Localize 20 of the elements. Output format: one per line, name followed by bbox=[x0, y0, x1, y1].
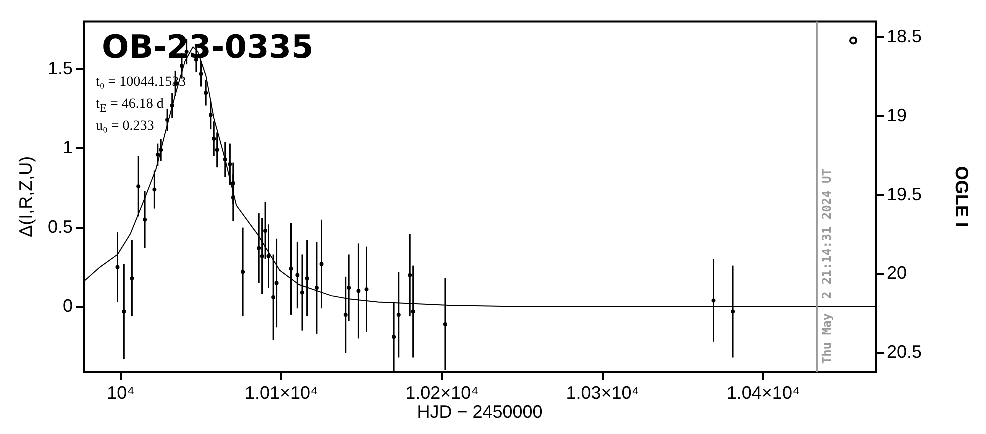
annotation: u₀ = 0.233 bbox=[96, 118, 154, 136]
x-tick-label: 1.02×10⁴ bbox=[406, 382, 479, 403]
x-tick-label: 10⁴ bbox=[107, 382, 135, 403]
y2-tick-label: 20 bbox=[887, 263, 908, 284]
y-axis-title: Δ(I,R,Z,U) bbox=[16, 156, 36, 238]
y-tick-label: 1 bbox=[62, 138, 73, 158]
y-tick-label: 0 bbox=[62, 296, 73, 316]
x-tick-label: 1.03×10⁴ bbox=[566, 382, 640, 403]
x-tick-label: 1.01×10⁴ bbox=[244, 382, 318, 403]
y2-tick-label: 19.5 bbox=[887, 184, 922, 204]
y-tick-label: 1.5 bbox=[48, 58, 73, 78]
annotation: Thu May 2 21:14:31 2024 UT bbox=[820, 168, 834, 364]
y2-tick-label: 20.5 bbox=[887, 342, 922, 362]
y2-tick-label: 19 bbox=[887, 105, 908, 126]
y-tick-label: 0.5 bbox=[48, 216, 73, 237]
x-tick-label: 1.04×10⁴ bbox=[726, 382, 800, 403]
annotation: t$_{E}$ = 46.18 d bbox=[96, 96, 164, 117]
x-axis-title: HJD − 2450000 bbox=[417, 402, 543, 422]
y2-tick-label: 18.5 bbox=[887, 26, 922, 47]
y2-axis-title: OGLE I bbox=[952, 166, 972, 228]
